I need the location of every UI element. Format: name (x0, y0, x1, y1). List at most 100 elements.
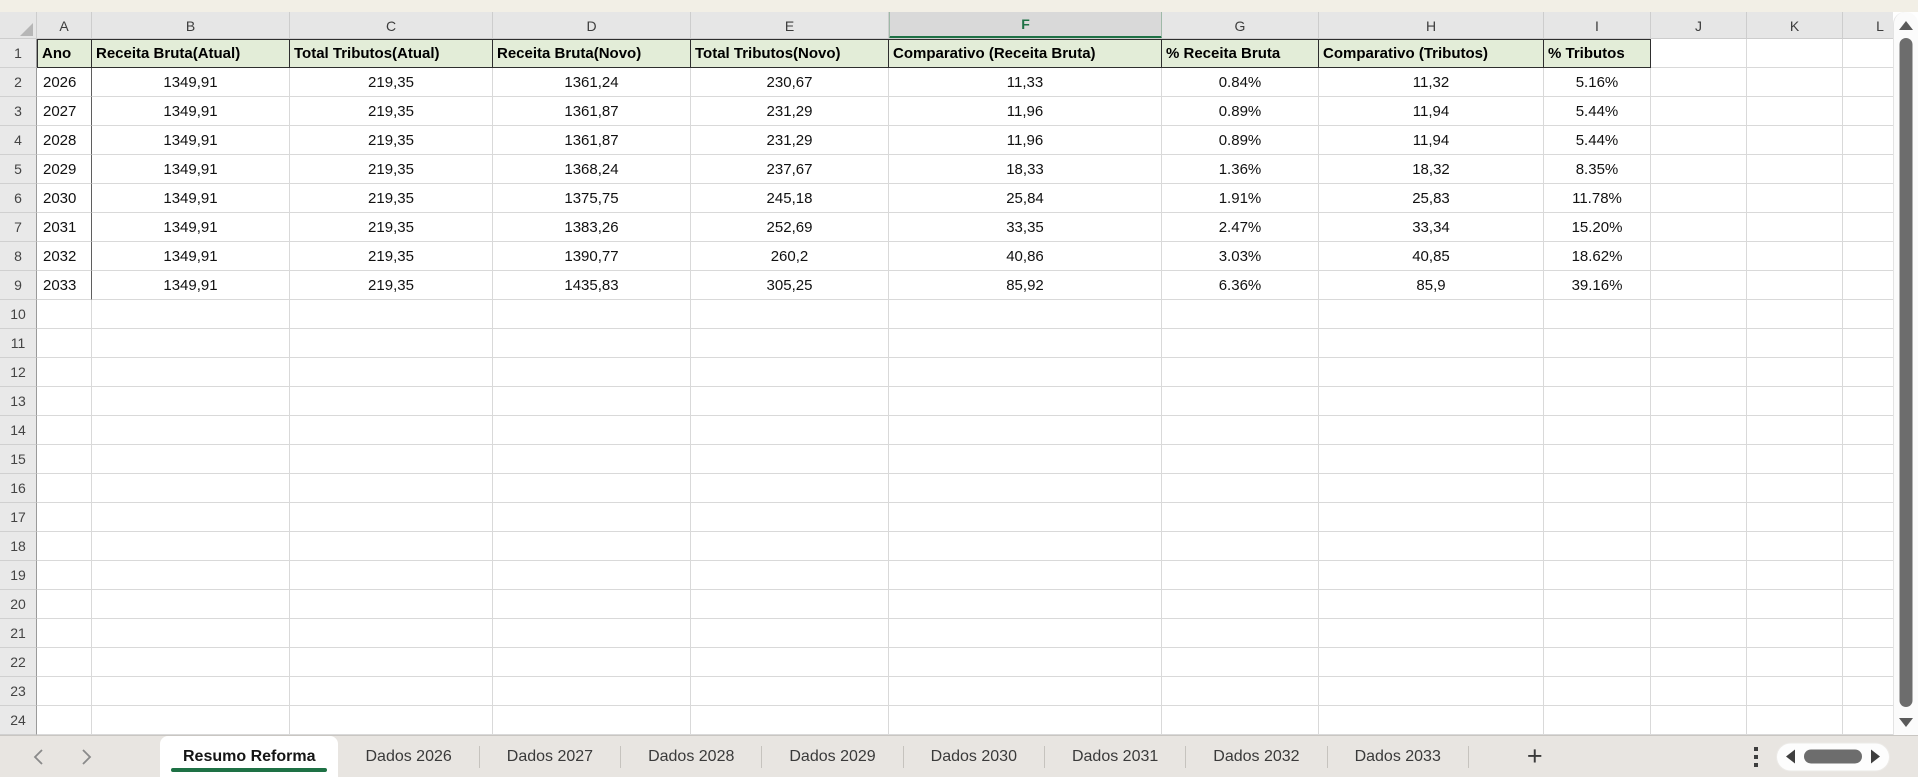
cell-J9[interactable] (1651, 271, 1747, 300)
cell-G2[interactable]: 0.84% (1162, 68, 1319, 97)
cell-C22[interactable] (290, 648, 493, 677)
cell-A7[interactable]: 2031 (37, 213, 92, 242)
cell-D24[interactable] (493, 706, 691, 735)
cell-B19[interactable] (92, 561, 290, 590)
cell-I12[interactable] (1544, 358, 1651, 387)
cell-J17[interactable] (1651, 503, 1747, 532)
cell-E21[interactable] (691, 619, 889, 648)
cell-K24[interactable] (1747, 706, 1843, 735)
cell-B20[interactable] (92, 590, 290, 619)
cell-H4[interactable]: 11,94 (1319, 126, 1544, 155)
row-header-8[interactable]: 8 (0, 242, 37, 271)
cell-L20[interactable] (1843, 590, 1893, 619)
cell-L1[interactable] (1843, 39, 1893, 68)
sheet-tab-dados-2030[interactable]: Dados 2030 (904, 736, 1044, 777)
cell-K20[interactable] (1747, 590, 1843, 619)
cell-L12[interactable] (1843, 358, 1893, 387)
row-header-11[interactable]: 11 (0, 329, 37, 358)
cell-F21[interactable] (889, 619, 1162, 648)
tabs-scrollbar[interactable] (1777, 743, 1889, 770)
cell-K9[interactable] (1747, 271, 1843, 300)
cell-J19[interactable] (1651, 561, 1747, 590)
cell-G20[interactable] (1162, 590, 1319, 619)
cell-H8[interactable]: 40,85 (1319, 242, 1544, 271)
cell-D19[interactable] (493, 561, 691, 590)
cell-F7[interactable]: 33,35 (889, 213, 1162, 242)
cell-D11[interactable] (493, 329, 691, 358)
sheet-tab-dados-2028[interactable]: Dados 2028 (621, 736, 761, 777)
cell-E16[interactable] (691, 474, 889, 503)
cell-H9[interactable]: 85,9 (1319, 271, 1544, 300)
cell-C14[interactable] (290, 416, 493, 445)
cell-L4[interactable] (1843, 126, 1893, 155)
cell-F13[interactable] (889, 387, 1162, 416)
row-header-1[interactable]: 1 (0, 39, 37, 68)
cell-D23[interactable] (493, 677, 691, 706)
cell-E19[interactable] (691, 561, 889, 590)
row-header-22[interactable]: 22 (0, 648, 37, 677)
cell-K11[interactable] (1747, 329, 1843, 358)
row-header-23[interactable]: 23 (0, 677, 37, 706)
cell-D6[interactable]: 1375,75 (493, 184, 691, 213)
cell-H10[interactable] (1319, 300, 1544, 329)
cell-K22[interactable] (1747, 648, 1843, 677)
row-header-14[interactable]: 14 (0, 416, 37, 445)
cell-J1[interactable] (1651, 39, 1747, 68)
cell-E23[interactable] (691, 677, 889, 706)
cell-A1[interactable]: Ano (37, 39, 92, 68)
cell-D13[interactable] (493, 387, 691, 416)
cell-J12[interactable] (1651, 358, 1747, 387)
cell-C23[interactable] (290, 677, 493, 706)
cell-D21[interactable] (493, 619, 691, 648)
cell-G16[interactable] (1162, 474, 1319, 503)
row-header-4[interactable]: 4 (0, 126, 37, 155)
cell-L8[interactable] (1843, 242, 1893, 271)
cell-D12[interactable] (493, 358, 691, 387)
cell-I1[interactable]: % Tributos (1544, 39, 1651, 68)
cell-B9[interactable]: 1349,91 (92, 271, 290, 300)
cell-I9[interactable]: 39.16% (1544, 271, 1651, 300)
cell-K15[interactable] (1747, 445, 1843, 474)
cell-A20[interactable] (37, 590, 92, 619)
cell-D5[interactable]: 1368,24 (493, 155, 691, 184)
cell-K21[interactable] (1747, 619, 1843, 648)
sheet-tab-dados-2026[interactable]: Dados 2026 (338, 736, 478, 777)
cell-J5[interactable] (1651, 155, 1747, 184)
cell-A5[interactable]: 2029 (37, 155, 92, 184)
row-header-21[interactable]: 21 (0, 619, 37, 648)
cell-F16[interactable] (889, 474, 1162, 503)
cell-I4[interactable]: 5.44% (1544, 126, 1651, 155)
cell-I17[interactable] (1544, 503, 1651, 532)
select-all-corner[interactable] (0, 12, 37, 39)
cell-B5[interactable]: 1349,91 (92, 155, 290, 184)
cell-A12[interactable] (37, 358, 92, 387)
cell-E1[interactable]: Total Tributos(Novo) (691, 39, 889, 68)
cell-G13[interactable] (1162, 387, 1319, 416)
cell-G7[interactable]: 2.47% (1162, 213, 1319, 242)
row-header-24[interactable]: 24 (0, 706, 37, 735)
cell-I6[interactable]: 11.78% (1544, 184, 1651, 213)
cell-E20[interactable] (691, 590, 889, 619)
cell-F2[interactable]: 11,33 (889, 68, 1162, 97)
cell-F24[interactable] (889, 706, 1162, 735)
cell-J7[interactable] (1651, 213, 1747, 242)
cell-E6[interactable]: 245,18 (691, 184, 889, 213)
cell-K2[interactable] (1747, 68, 1843, 97)
cell-E14[interactable] (691, 416, 889, 445)
cell-G8[interactable]: 3.03% (1162, 242, 1319, 271)
row-header-7[interactable]: 7 (0, 213, 37, 242)
cell-G17[interactable] (1162, 503, 1319, 532)
cell-A3[interactable]: 2027 (37, 97, 92, 126)
column-header-B[interactable]: B (92, 12, 290, 39)
cell-C16[interactable] (290, 474, 493, 503)
column-header-H[interactable]: H (1319, 12, 1544, 39)
cell-J6[interactable] (1651, 184, 1747, 213)
row-header-20[interactable]: 20 (0, 590, 37, 619)
cell-F3[interactable]: 11,96 (889, 97, 1162, 126)
cell-E10[interactable] (691, 300, 889, 329)
cell-A10[interactable] (37, 300, 92, 329)
cell-A19[interactable] (37, 561, 92, 590)
cell-K13[interactable] (1747, 387, 1843, 416)
cell-L24[interactable] (1843, 706, 1893, 735)
cell-E24[interactable] (691, 706, 889, 735)
